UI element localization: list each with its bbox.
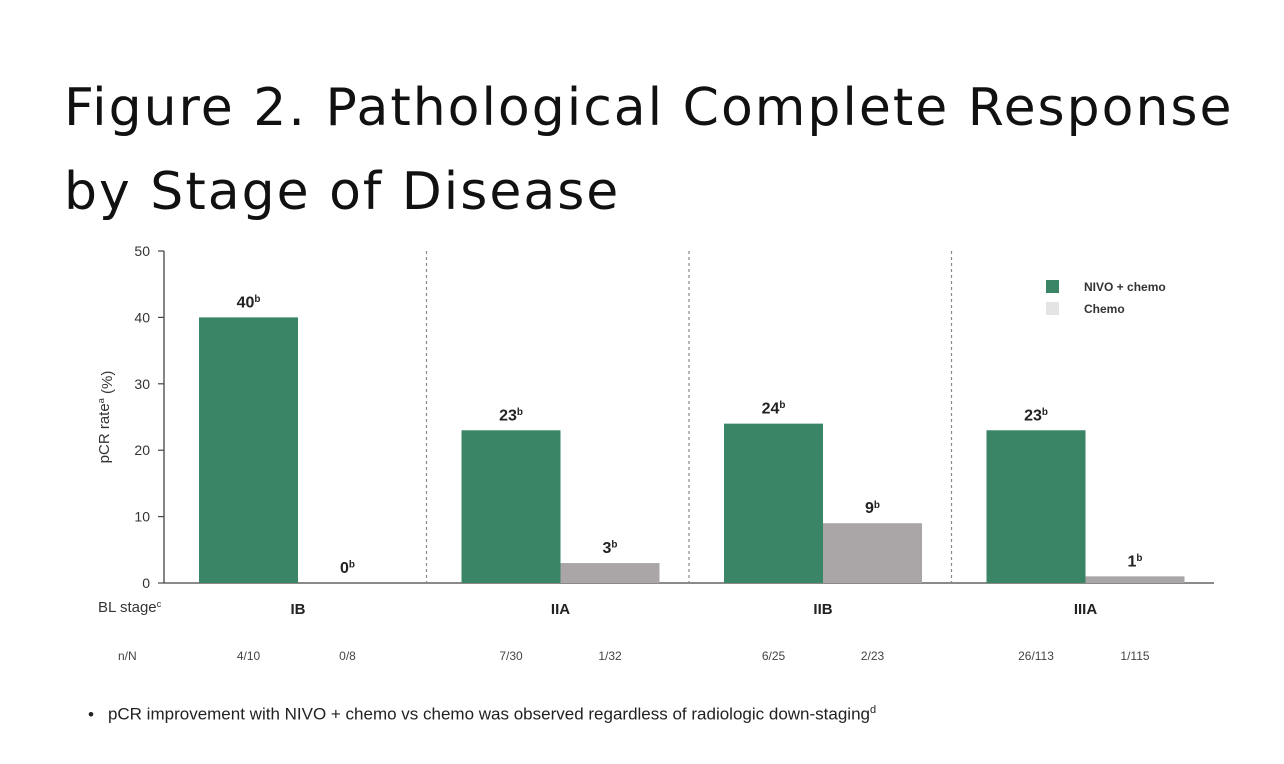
y-tick-label: 10 xyxy=(134,509,150,525)
n-value-label: 2/23 xyxy=(861,649,885,663)
bar xyxy=(1085,576,1185,583)
y-tick-label: 40 xyxy=(134,309,150,325)
data-label: 40b xyxy=(237,294,261,311)
legend-label: NIVO + chemo xyxy=(1084,280,1166,294)
legend-label: Chemo xyxy=(1084,302,1125,316)
bar xyxy=(560,563,660,583)
footnote: • pCR improvement with NIVO + chemo vs ch… xyxy=(88,704,876,725)
data-label: 9b xyxy=(865,500,880,517)
x-row-label: BL stagec xyxy=(98,599,162,616)
n-value-label: 1/115 xyxy=(1120,649,1149,663)
category-label: IB xyxy=(291,601,306,618)
title-line-1: Figure 2. Pathological Complete Response xyxy=(64,78,1234,138)
title-line-2: by Stage of Disease xyxy=(64,162,621,222)
legend-swatch xyxy=(1046,302,1059,315)
legend-swatch xyxy=(1046,280,1059,293)
n-value-label: 7/30 xyxy=(499,649,523,663)
bar xyxy=(724,423,823,583)
n-value-label: 6/25 xyxy=(762,649,786,663)
category-label: IIIA xyxy=(1074,601,1098,618)
figure-title: Figure 2. Pathological Complete Response… xyxy=(64,66,1264,234)
footnote-superscript: d xyxy=(870,704,877,716)
category-label: IIB xyxy=(813,601,832,618)
bar xyxy=(986,430,1086,583)
footnote-bullet: • xyxy=(88,704,94,724)
data-label: 0b xyxy=(340,560,355,577)
n-row-label: n/N xyxy=(118,649,137,663)
data-label: 24b xyxy=(762,400,786,417)
bar-chart: 0 10 20 30 40 50 pCR ratea (%) BL stagec n/N IB 40… xyxy=(96,243,1214,663)
category-label: IIA xyxy=(551,601,570,618)
bar xyxy=(461,430,561,583)
y-tick-label: 50 xyxy=(134,243,150,259)
n-value-label: 1/32 xyxy=(598,649,622,663)
bar xyxy=(823,523,922,583)
y-tick-label: 20 xyxy=(134,442,150,458)
n-value-label: 0/8 xyxy=(339,649,356,663)
n-value-label: 26/113 xyxy=(1018,649,1054,663)
bar xyxy=(199,317,298,583)
data-label: 3b xyxy=(603,540,618,557)
n-value-label: 4/10 xyxy=(237,649,261,663)
y-axis-label: pCR ratea (%) xyxy=(96,371,116,464)
data-label: 1b xyxy=(1128,553,1143,570)
data-label: 23b xyxy=(499,407,523,424)
data-label: 23b xyxy=(1024,407,1048,424)
footnote-text: pCR improvement with NIVO + chemo vs che… xyxy=(107,704,870,724)
y-tick-label: 30 xyxy=(134,376,150,392)
y-tick-label: 0 xyxy=(142,575,150,591)
